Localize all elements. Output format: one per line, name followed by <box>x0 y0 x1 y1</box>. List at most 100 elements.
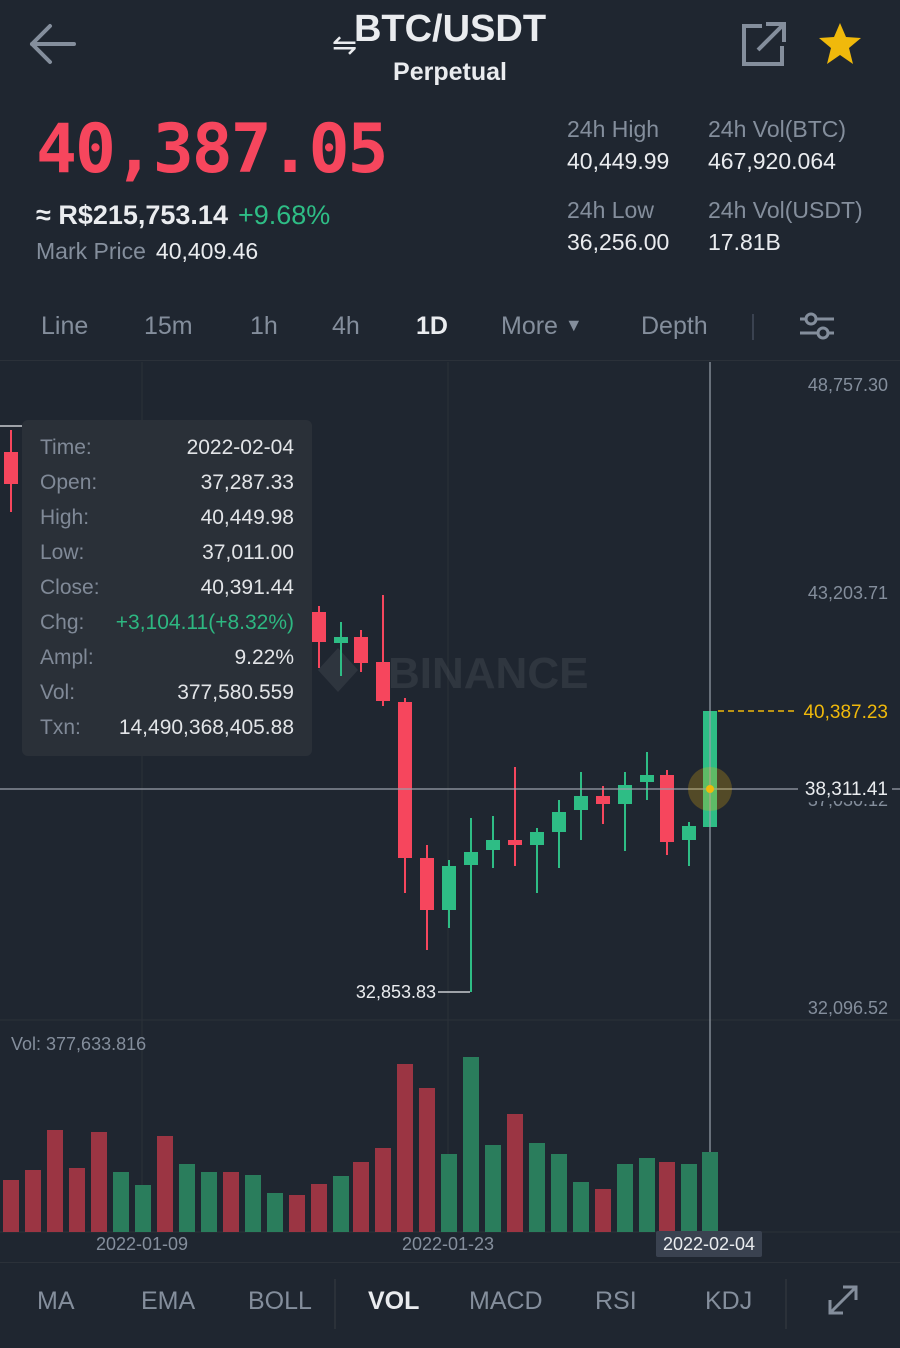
tooltip-value: 14,490,368,405.88 <box>118 716 294 739</box>
tab-divider <box>752 314 754 340</box>
tab-4h[interactable]: 4h <box>332 312 360 340</box>
tooltip-key: Ampl: <box>40 646 94 669</box>
candle-body <box>508 840 522 845</box>
tab-1h[interactable]: 1h <box>250 312 278 340</box>
indicator-kdj[interactable]: KDJ <box>705 1287 753 1315</box>
low-value: 36,256.00 <box>567 229 670 255</box>
vol-btc-value: 467,920.064 <box>708 148 836 174</box>
indicator-ema[interactable]: EMA <box>141 1287 196 1315</box>
tooltip-value: 40,391.44 <box>200 576 294 599</box>
tooltip-row: High: 40,449.98 <box>40 506 294 541</box>
volume-bar <box>333 1176 349 1232</box>
candle-body <box>4 452 18 484</box>
fullscreen-button[interactable] <box>826 1283 860 1324</box>
tooltip-key: Txn: <box>40 716 81 739</box>
tooltip-key: Close: <box>40 576 100 599</box>
tab-1d[interactable]: 1D <box>416 312 448 340</box>
candle <box>420 845 434 950</box>
volume-bar <box>289 1195 305 1232</box>
low-label: 24h Low <box>567 197 654 223</box>
volume-bar <box>681 1164 697 1232</box>
date-label-2: 2022-01-23 <box>402 1234 494 1254</box>
tab-line[interactable]: Line <box>41 312 89 340</box>
candle-body <box>312 612 326 642</box>
candlestick-chart[interactable]: BINANCE 48,757.30 43,203.71 32,096.52 37… <box>0 360 900 1260</box>
tab-more-label: More <box>501 312 558 340</box>
share-button[interactable] <box>740 20 790 70</box>
candle <box>354 630 368 672</box>
high-value: 40,449.99 <box>567 148 670 174</box>
candle <box>574 772 588 840</box>
volume-bar <box>375 1148 391 1232</box>
tabs-divider <box>0 360 900 361</box>
volume-bar <box>91 1132 107 1232</box>
crosshair-date-label: 2022-02-04 <box>663 1234 755 1254</box>
volume-bar <box>47 1130 63 1232</box>
candle <box>464 818 478 992</box>
candle-body <box>618 785 632 804</box>
volume-bar <box>463 1057 479 1232</box>
volume-bar <box>397 1064 413 1232</box>
volume-bar <box>245 1175 261 1232</box>
indicator-rsi[interactable]: RSI <box>595 1287 637 1315</box>
volume-bar <box>201 1172 217 1232</box>
pair-title[interactable]: BTC/USDT <box>353 8 547 50</box>
volume-bar <box>639 1158 655 1232</box>
tab-more[interactable]: More ▼ <box>501 312 583 341</box>
favorite-button[interactable] <box>816 20 864 68</box>
candle-body <box>420 858 434 910</box>
price-label-bottom: 32,096.52 <box>808 998 888 1018</box>
candle <box>530 828 544 893</box>
date-label-1: 2022-01-09 <box>96 1234 188 1254</box>
tab-depth[interactable]: Depth <box>641 312 708 340</box>
tooltip-row: Chg: +3,104.11(+8.32%) <box>40 611 294 646</box>
interval-tabs: Line 15m 1h 4h 1D More ▼ Depth <box>0 300 900 358</box>
candle-body <box>660 775 674 842</box>
indicator-vol[interactable]: VOL <box>368 1287 420 1315</box>
candle <box>552 800 566 868</box>
tooltip-value: 40,449.98 <box>200 506 294 529</box>
tooltip-key: Open: <box>40 471 98 494</box>
tooltip-row: Time: 2022-02-04 <box>40 436 294 471</box>
indicator-divider-2 <box>785 1279 787 1329</box>
indicator-macd[interactable]: MACD <box>469 1287 543 1315</box>
tooltip-value: 9.22% <box>234 646 294 669</box>
indicator-boll[interactable]: BOLL <box>248 1287 312 1315</box>
volume-bar <box>659 1162 675 1232</box>
back-button[interactable] <box>26 22 80 66</box>
tooltip-value: 37,011.00 <box>202 541 294 564</box>
volume-bar <box>353 1162 369 1232</box>
candle-body <box>682 826 696 840</box>
tooltip-key: Time: <box>40 436 92 459</box>
volume-bar <box>419 1088 435 1232</box>
volume-bar <box>157 1136 173 1232</box>
volume-bar <box>69 1168 85 1232</box>
volume-bar <box>529 1143 545 1232</box>
candle <box>442 860 456 928</box>
volume-bar <box>573 1182 589 1232</box>
price-label-mid: 43,203.71 <box>808 583 888 603</box>
arrow-left-icon <box>30 24 76 64</box>
tooltip-key: Chg: <box>40 611 85 634</box>
crosshair-date-bg <box>656 1231 762 1257</box>
candle-body <box>464 852 478 865</box>
swap-arrows-icon[interactable]: ⇋ <box>332 29 358 62</box>
tooltip-key: Vol: <box>40 681 76 704</box>
chart-settings-button[interactable] <box>798 310 836 349</box>
volume-bar <box>702 1152 718 1232</box>
candle-body <box>354 637 368 663</box>
tooltip-row: Vol: 377,580.559 <box>40 681 294 716</box>
binance-watermark: BINANCE <box>318 648 588 698</box>
volume-bar <box>135 1185 151 1232</box>
candle-body <box>574 796 588 810</box>
candle-body <box>640 775 654 782</box>
vol-usdt-value: 17.81B <box>708 229 781 255</box>
indicator-ma[interactable]: MA <box>37 1287 75 1315</box>
tab-15m[interactable]: 15m <box>144 312 193 340</box>
tooltip-row: Ampl: 9.22% <box>40 646 294 681</box>
indicator-divider <box>334 1279 336 1329</box>
candle <box>312 606 326 668</box>
crosshair-dot <box>706 785 714 793</box>
candle <box>398 698 412 893</box>
tooltip-row: Close: 40,391.44 <box>40 576 294 611</box>
